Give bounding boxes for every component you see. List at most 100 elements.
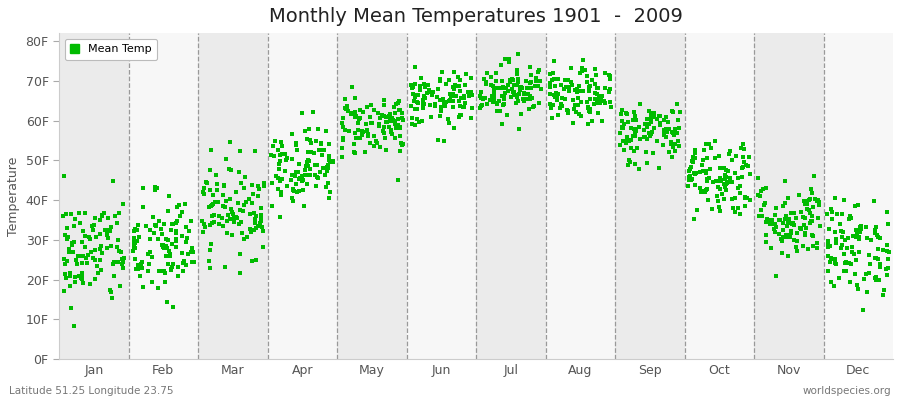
Point: [94, 243, 108, 249]
Point: [222, 215, 237, 222]
Point: [206, 219, 220, 226]
Point: [372, 123, 386, 130]
Point: [483, 82, 498, 88]
Point: [408, 81, 422, 87]
Point: [657, 117, 671, 124]
Point: [581, 88, 596, 94]
Point: [158, 242, 173, 249]
Point: [513, 84, 527, 91]
Point: [202, 258, 216, 264]
Point: [853, 229, 868, 235]
Point: [204, 220, 219, 226]
Point: [640, 121, 654, 127]
Point: [292, 175, 307, 182]
Point: [835, 234, 850, 240]
Point: [698, 189, 713, 196]
Point: [419, 90, 434, 96]
Point: [105, 178, 120, 184]
Point: [510, 71, 525, 78]
Point: [717, 196, 732, 202]
Point: [685, 176, 699, 182]
Point: [720, 168, 734, 174]
Point: [415, 97, 429, 103]
Point: [760, 216, 774, 222]
Point: [377, 124, 392, 130]
Point: [588, 66, 602, 72]
Point: [288, 172, 302, 179]
Point: [104, 224, 118, 231]
Point: [356, 128, 370, 134]
Point: [87, 222, 102, 228]
Point: [384, 131, 399, 138]
Point: [778, 200, 793, 206]
Point: [644, 119, 658, 125]
Point: [769, 224, 783, 230]
Point: [491, 84, 506, 91]
Point: [101, 235, 115, 241]
Point: [718, 173, 733, 179]
Point: [273, 214, 287, 220]
Point: [492, 108, 507, 114]
Point: [457, 100, 472, 106]
Point: [373, 144, 387, 151]
Bar: [337, 33, 407, 359]
Point: [444, 93, 458, 100]
Point: [707, 138, 722, 144]
Point: [670, 100, 684, 107]
Point: [735, 164, 750, 170]
Point: [377, 97, 392, 103]
Point: [480, 101, 494, 108]
Point: [808, 196, 823, 202]
Point: [76, 253, 90, 260]
Point: [395, 115, 410, 121]
Point: [147, 230, 161, 236]
Point: [662, 126, 676, 132]
Point: [837, 268, 851, 274]
Point: [347, 149, 362, 156]
Point: [798, 225, 813, 232]
Point: [382, 113, 396, 119]
Point: [798, 201, 813, 207]
Point: [483, 74, 498, 80]
Point: [223, 196, 238, 203]
Point: [731, 185, 745, 192]
Point: [186, 249, 201, 255]
Point: [359, 128, 374, 134]
Point: [299, 163, 313, 170]
Point: [811, 197, 825, 203]
Point: [689, 206, 704, 213]
Point: [320, 168, 334, 174]
Point: [79, 260, 94, 266]
Point: [879, 242, 894, 248]
Point: [627, 160, 642, 167]
Point: [779, 232, 794, 238]
Bar: [129, 33, 198, 359]
Point: [340, 103, 355, 109]
Point: [572, 83, 586, 90]
Point: [880, 248, 895, 254]
Point: [395, 141, 410, 147]
Point: [111, 237, 125, 243]
Point: [175, 209, 189, 216]
Point: [304, 149, 319, 155]
Point: [809, 240, 824, 246]
Point: [184, 218, 198, 224]
Point: [136, 284, 150, 290]
Point: [447, 82, 462, 88]
Point: [672, 143, 687, 149]
Point: [787, 220, 801, 226]
Point: [361, 132, 375, 139]
Point: [178, 238, 193, 245]
Point: [759, 239, 773, 245]
Point: [285, 198, 300, 204]
Point: [800, 201, 814, 208]
Point: [349, 135, 364, 141]
Point: [417, 93, 431, 99]
Point: [533, 78, 547, 84]
Bar: [754, 33, 824, 359]
Point: [718, 181, 733, 188]
Point: [714, 177, 728, 184]
Point: [345, 110, 359, 117]
Point: [873, 261, 887, 267]
Point: [411, 100, 426, 107]
